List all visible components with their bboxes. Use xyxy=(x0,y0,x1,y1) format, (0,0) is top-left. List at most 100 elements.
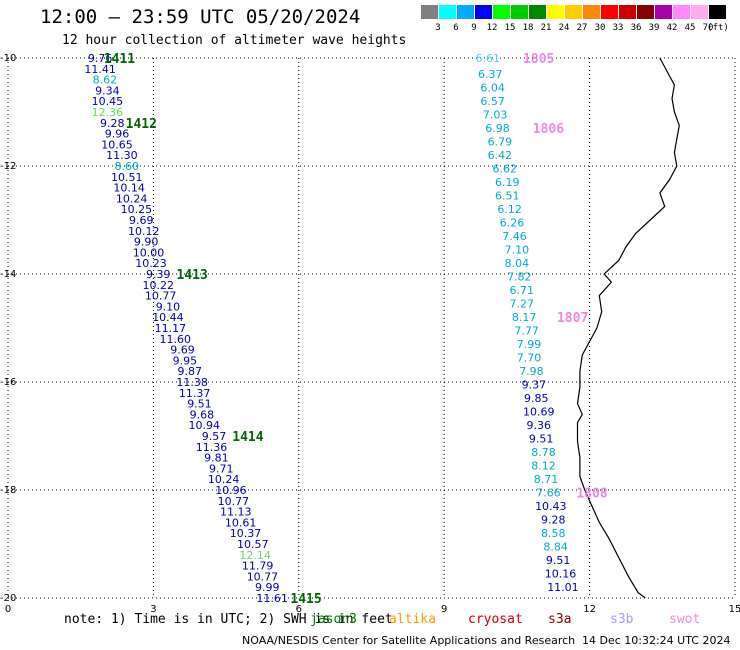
legend-label: 15 xyxy=(504,23,516,33)
wave-height-value: 11.01 xyxy=(547,581,579,594)
wave-height-value: 10.77 xyxy=(247,570,279,583)
legend-swatch xyxy=(439,5,456,19)
wave-height-value: 9.76 xyxy=(88,52,113,65)
wave-height-value: 6.42 xyxy=(488,149,513,162)
wave-height-value: 11.61 xyxy=(256,592,288,605)
chart-title: 12:00 – 23:59 UTC 05/20/2024 xyxy=(40,6,361,28)
pass-number-label: 1414 xyxy=(232,430,263,445)
wave-height-value: 10.57 xyxy=(237,538,269,551)
wave-height-value: 9.57 xyxy=(202,430,227,443)
wave-height-value: 10.61 xyxy=(225,516,257,529)
wave-height-value: 7.77 xyxy=(514,325,539,338)
wave-height-value: 8.78 xyxy=(531,446,556,459)
wave-height-value: 10.44 xyxy=(152,311,184,324)
wave-height-value: 7.66 xyxy=(536,487,561,500)
wave-height-value: 10.45 xyxy=(92,95,124,108)
wave-height-value: 8.62 xyxy=(93,74,118,87)
pass-number-label: 1807 xyxy=(557,311,588,326)
wave-height-value: 11.41 xyxy=(84,63,116,76)
wave-height-value: 8.04 xyxy=(505,257,530,270)
wave-height-value: 9.96 xyxy=(105,128,130,141)
wave-height-value: 6.51 xyxy=(495,190,520,203)
legend-unit: (ft) xyxy=(707,23,729,33)
wave-height-value: 10.96 xyxy=(215,484,247,497)
wave-height-value: 10.25 xyxy=(121,203,153,216)
wave-height-value: 6.26 xyxy=(500,217,525,230)
wave-height-value: 9.87 xyxy=(178,365,203,378)
x-tick-label: 15 xyxy=(729,604,740,615)
legend-label: 3 xyxy=(435,23,441,33)
legend-swatch xyxy=(619,5,636,19)
wave-height-value: 10.22 xyxy=(142,279,174,292)
wave-height-value: 9.69 xyxy=(170,344,195,357)
wave-height-value: 9.37 xyxy=(522,379,547,392)
wave-height-value: 9.39 xyxy=(146,268,171,281)
wave-height-value: 10.65 xyxy=(101,138,133,151)
mission-altika: altika xyxy=(389,612,436,627)
legend-swatch xyxy=(673,5,690,19)
wave-height-value: 9.10 xyxy=(156,300,181,313)
wave-height-value: 9.85 xyxy=(524,392,549,405)
pass-number-label: 1411 xyxy=(104,52,135,67)
legend-label: 30 xyxy=(594,23,606,33)
wave-height-value: 10.24 xyxy=(116,192,148,205)
wave-height-value: 6.61 xyxy=(476,52,501,65)
wave-height-value: 8.84 xyxy=(543,541,568,554)
legend-label: 12 xyxy=(486,23,498,33)
wave-height-value: 7.99 xyxy=(517,338,542,351)
wave-height-value: 9.51 xyxy=(529,433,554,446)
wave-height-value: 6.37 xyxy=(478,68,503,81)
legend-swatch xyxy=(601,5,618,19)
wave-height-value: 9.99 xyxy=(255,581,280,594)
legend-swatch xyxy=(457,5,474,19)
wave-height-value: 7.27 xyxy=(509,298,534,311)
legend-label: 42 xyxy=(666,23,678,33)
pass-number-label: 1412 xyxy=(126,117,157,132)
wave-height-value: 10.00 xyxy=(133,246,165,259)
wave-height-value: 9.68 xyxy=(190,408,215,421)
legend-swatch xyxy=(421,5,438,19)
legend-swatch xyxy=(691,5,708,19)
wave-height-value: 12.14 xyxy=(239,549,271,562)
pass-number-label: 1806 xyxy=(533,122,564,137)
wave-height-value: 6.98 xyxy=(485,122,510,135)
wave-height-value: 10.23 xyxy=(135,257,167,270)
pass-number-label: 1415 xyxy=(290,592,321,607)
wave-height-value: 8.71 xyxy=(534,473,559,486)
legend-label: 27 xyxy=(576,23,588,33)
x-tick-label: 3 xyxy=(150,604,156,615)
legend-label: 6 xyxy=(453,23,459,33)
wave-height-value: 7.46 xyxy=(502,230,527,243)
y-tick-label: -10 xyxy=(0,53,16,64)
wave-height-value: 11.30 xyxy=(106,149,138,162)
wave-height-value: 10.12 xyxy=(128,225,160,238)
legend-swatch xyxy=(655,5,672,19)
x-tick-label: 12 xyxy=(583,604,596,615)
wave-height-value: 9.51 xyxy=(546,554,571,567)
mission-s3b: s3b xyxy=(610,612,634,627)
wave-height-value: 10.94 xyxy=(189,419,221,432)
legend-swatch xyxy=(511,5,528,19)
wave-height-value: 7.82 xyxy=(507,271,532,284)
legend-label: 21 xyxy=(540,23,552,33)
wave-height-value: 9.51 xyxy=(187,398,212,411)
pass-number-label: 1808 xyxy=(576,487,607,502)
wave-height-value: 7.10 xyxy=(505,244,530,257)
wave-height-value: 7.98 xyxy=(519,365,544,378)
legend-swatch xyxy=(475,5,492,19)
legend-swatch xyxy=(493,5,510,19)
y-tick-label: -20 xyxy=(0,593,16,604)
pass-number-label: 1413 xyxy=(177,268,208,283)
legend-swatch xyxy=(583,5,600,19)
legend-label: 39 xyxy=(648,23,660,33)
wave-height-value: 7.03 xyxy=(483,109,508,122)
y-tick-label: -12 xyxy=(0,161,16,172)
wave-height-value: 9.36 xyxy=(526,419,551,432)
wave-height-value: 10.16 xyxy=(545,568,577,581)
wave-height-value: 6.19 xyxy=(495,176,520,189)
wave-height-value: 8.17 xyxy=(512,311,537,324)
wave-height-value: 8.58 xyxy=(541,527,566,540)
y-tick-label: -18 xyxy=(0,485,16,496)
legend-swatch xyxy=(565,5,582,19)
